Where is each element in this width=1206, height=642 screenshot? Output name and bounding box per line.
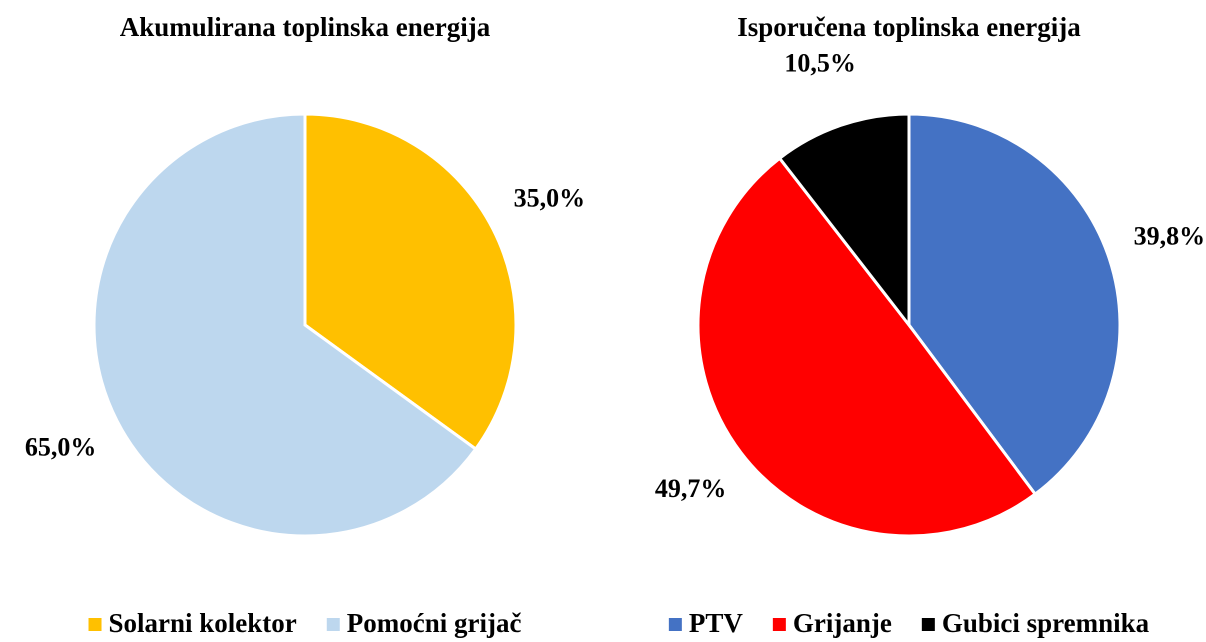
data-label: 49,7% bbox=[655, 474, 727, 503]
pie-slice bbox=[907, 112, 1122, 497]
legend-label: Solarni kolektor bbox=[109, 608, 297, 638]
legend-label: Pomoćni grijač bbox=[347, 608, 522, 638]
legend-swatch bbox=[88, 618, 102, 631]
pie-slice bbox=[696, 156, 1038, 538]
pie-slice bbox=[303, 112, 518, 452]
legend-swatch bbox=[921, 618, 935, 631]
legend: Solarni kolektor Pomoćni grijač bbox=[88, 608, 522, 638]
legend-swatch bbox=[772, 618, 786, 631]
data-label: 10,5% bbox=[784, 48, 856, 77]
pie-slice bbox=[92, 112, 478, 538]
legend-label: Gubici spremnika bbox=[942, 608, 1150, 638]
legend-swatch bbox=[668, 618, 682, 631]
legend: PTV Grijanje Gubici spremnika bbox=[668, 608, 1150, 638]
chart-title: Isporučena toplinska energija bbox=[737, 12, 1081, 42]
legend-label: Grijanje bbox=[793, 608, 892, 638]
legend-label: PTV bbox=[689, 608, 744, 638]
data-label: 35,0% bbox=[514, 183, 586, 212]
data-label: 39,8% bbox=[1134, 222, 1206, 251]
data-label: 65,0% bbox=[25, 432, 97, 461]
legend-swatch bbox=[326, 618, 340, 631]
pie-slice bbox=[777, 112, 911, 330]
chart-title: Akumulirana toplinska energija bbox=[120, 12, 491, 42]
